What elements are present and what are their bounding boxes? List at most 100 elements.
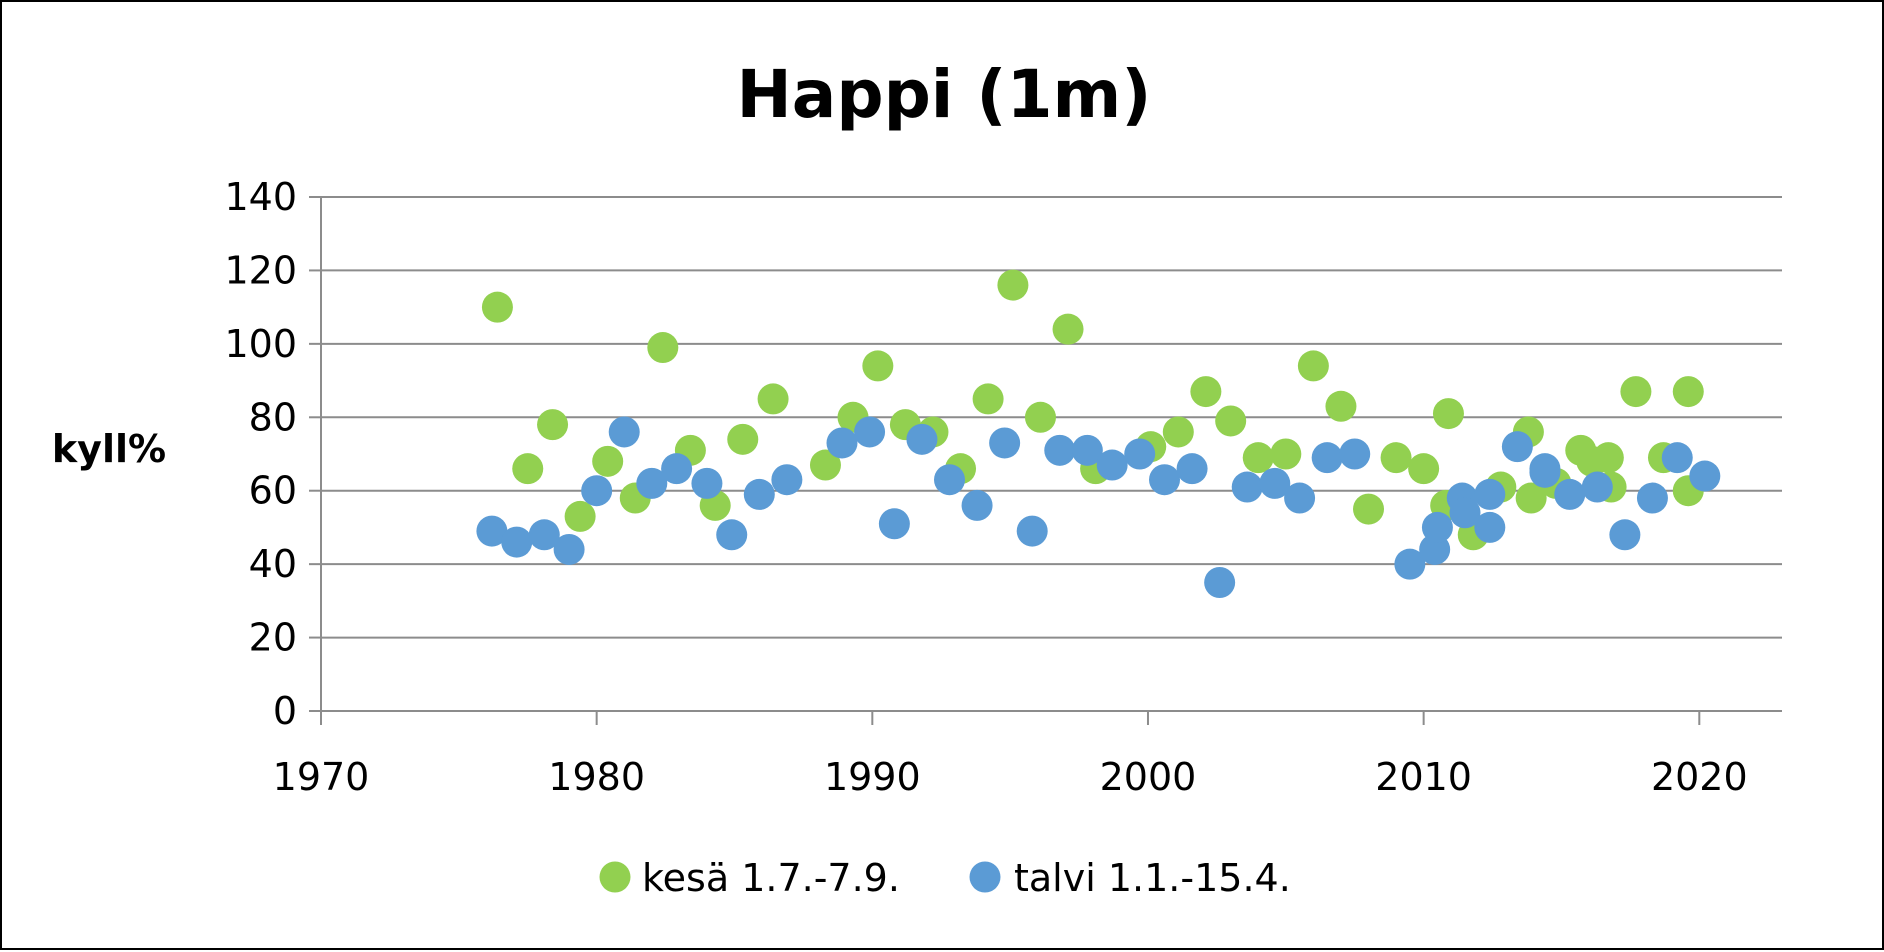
data-point	[1609, 519, 1641, 551]
chart-title: Happi (1m)	[737, 56, 1152, 133]
data-point	[1162, 416, 1194, 448]
y-tick-label: 120	[224, 248, 297, 292]
data-point	[528, 519, 560, 551]
legend-marker	[599, 861, 631, 893]
data-point	[1044, 434, 1076, 466]
data-point	[743, 478, 775, 510]
data-point	[1325, 390, 1357, 422]
y-tick-label: 100	[224, 322, 297, 366]
data-point	[1353, 493, 1385, 525]
data-point	[608, 416, 640, 448]
data-point	[878, 508, 910, 540]
data-series	[476, 269, 1721, 598]
data-point	[1297, 350, 1329, 382]
data-point	[1311, 442, 1343, 474]
data-point	[1554, 478, 1586, 510]
data-point	[1581, 471, 1613, 503]
legend: kesä 1.7.-7.9. talvi 1.1.-15.4.	[599, 856, 1291, 900]
data-point	[1215, 405, 1247, 437]
data-point	[1052, 313, 1084, 345]
data-point	[809, 449, 841, 481]
data-point	[1339, 438, 1371, 470]
y-tick-label: 0	[273, 689, 297, 733]
data-point	[716, 519, 748, 551]
data-point	[553, 533, 585, 565]
x-tick-labels: 1970 1980 1990 2000 2010 2020	[273, 755, 1748, 799]
data-point	[1124, 438, 1156, 470]
data-point	[581, 475, 613, 507]
data-point	[727, 423, 759, 455]
x-tick-label: 2000	[1100, 755, 1197, 799]
y-tick-labels: 0 20 40 60 80 100 120 140	[224, 175, 297, 733]
data-point	[862, 350, 894, 382]
y-tick-label: 80	[249, 395, 297, 439]
legend-item: kesä 1.7.-7.9.	[599, 856, 900, 900]
data-point	[1432, 398, 1464, 430]
legend-label: kesä 1.7.-7.9.	[642, 856, 900, 900]
x-tick-label: 1990	[824, 755, 921, 799]
y-tick-label: 140	[224, 175, 297, 219]
data-point	[1636, 482, 1668, 514]
data-point	[1592, 442, 1624, 474]
data-point	[1204, 567, 1236, 598]
data-point	[1689, 460, 1721, 492]
data-point	[647, 332, 679, 364]
legend-item: talvi 1.1.-15.4.	[969, 856, 1291, 900]
data-point	[1071, 434, 1103, 466]
data-point	[997, 269, 1029, 301]
data-point	[1672, 376, 1704, 408]
y-tick-label: 60	[249, 469, 297, 513]
y-tick-label: 40	[249, 542, 297, 586]
series-talvi	[476, 416, 1721, 598]
data-point	[934, 464, 966, 496]
data-point	[1024, 401, 1056, 433]
y-tick-label: 20	[249, 616, 297, 660]
legend-marker	[969, 861, 1001, 893]
data-point	[972, 383, 1004, 415]
data-point	[771, 464, 803, 496]
data-point	[1149, 464, 1181, 496]
x-tick-label: 2010	[1375, 755, 1472, 799]
data-point	[1242, 442, 1274, 474]
data-point	[854, 416, 886, 448]
data-point	[1408, 453, 1440, 485]
data-point	[1449, 497, 1481, 529]
data-point	[1016, 515, 1048, 547]
data-point	[636, 467, 668, 499]
data-point	[1284, 482, 1316, 514]
data-point	[1529, 456, 1561, 488]
data-point	[1620, 376, 1652, 408]
axes	[309, 196, 1782, 725]
data-point	[1474, 478, 1506, 510]
data-point	[1421, 511, 1453, 543]
data-point	[757, 383, 789, 415]
data-point	[826, 427, 858, 459]
x-tick-label: 1980	[548, 755, 645, 799]
x-tick-label: 1970	[273, 755, 370, 799]
data-point	[512, 453, 544, 485]
data-point	[592, 445, 624, 477]
data-point	[1259, 467, 1291, 499]
data-point	[1231, 471, 1263, 503]
data-point	[1394, 548, 1426, 580]
data-point	[661, 453, 693, 485]
x-tick-label: 2020	[1651, 755, 1748, 799]
data-point	[989, 427, 1021, 459]
data-point	[961, 489, 993, 521]
data-point	[481, 291, 513, 323]
data-point	[501, 526, 533, 558]
data-point	[1270, 438, 1302, 470]
data-point	[1380, 442, 1412, 474]
data-point	[1474, 511, 1506, 543]
data-point	[564, 500, 596, 532]
data-point	[1501, 431, 1533, 463]
data-point	[1661, 442, 1693, 474]
data-point	[1190, 376, 1222, 408]
data-point	[1515, 482, 1547, 514]
legend-label: talvi 1.1.-15.4.	[1014, 856, 1291, 900]
data-point	[537, 409, 569, 441]
series-kesa	[481, 269, 1704, 551]
data-point	[476, 515, 508, 547]
